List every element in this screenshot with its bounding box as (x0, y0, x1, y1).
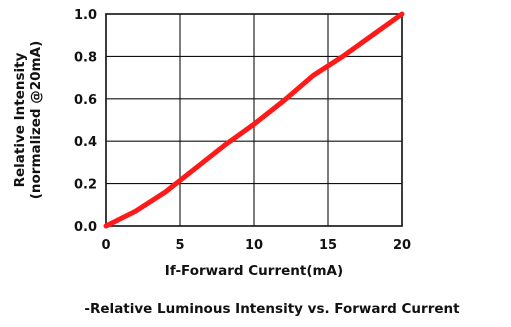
series-point (193, 167, 197, 171)
y-axis-ticks: 0.0 0.2 0.4 0.6 0.8 1.0 (74, 8, 97, 235)
x-axis-ticks: 0 5 10 15 20 (101, 238, 411, 253)
y-tick-label: 0.4 (74, 135, 97, 150)
y-axis-label-line-1: Relative Intensity (12, 52, 28, 187)
series-point (134, 209, 138, 213)
y-tick-label: 0.8 (74, 50, 97, 65)
x-tick-label: 0 (101, 238, 110, 253)
x-tick-label: 15 (319, 238, 337, 253)
series-point (341, 54, 345, 58)
series-point (282, 99, 286, 103)
series-point (311, 73, 315, 77)
x-tick-label: 20 (393, 238, 411, 253)
plot-frame (105, 13, 403, 227)
series-point (163, 190, 167, 194)
series-point (252, 122, 256, 126)
x-tick-label: 5 (175, 238, 184, 253)
series-point (222, 143, 226, 147)
series-layer (103, 11, 405, 229)
y-axis-label-line-2: (normalized @20mA) (28, 41, 44, 200)
y-tick-label: 0.6 (74, 93, 97, 108)
y-tick-label: 0.0 (74, 220, 97, 235)
y-tick-label: 1.0 (74, 8, 97, 23)
series-point (104, 224, 108, 228)
y-tick-label: 0.2 (74, 178, 97, 193)
chart-caption: -Relative Luminous Intensity vs. Forward… (84, 301, 460, 317)
series-point (370, 33, 374, 37)
x-axis-label: If-Forward Current(mA) (165, 263, 343, 279)
x-tick-label: 10 (245, 238, 263, 253)
series-point (400, 12, 404, 16)
